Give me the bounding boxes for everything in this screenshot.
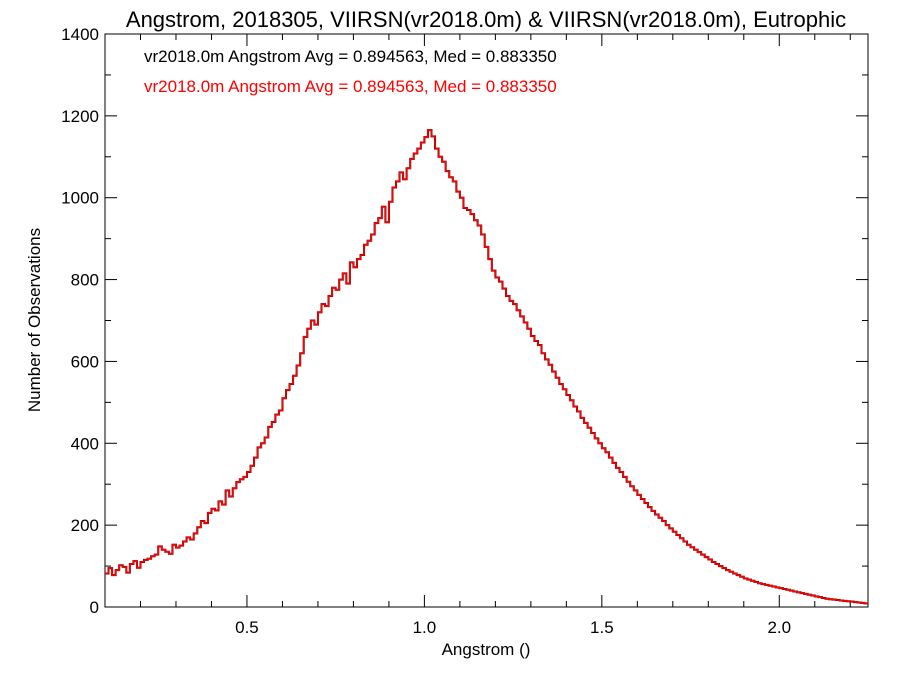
y-tick-label: 1000: [61, 189, 99, 208]
annotation-red: vr2018.0m Angstrom Avg = 0.894563, Med =…: [144, 77, 557, 96]
y-axis-ticks: 0 200 400 600 800 1000 1200 1400: [61, 25, 868, 617]
histogram-line-red: [105, 129, 868, 605]
plot-frame: [104, 33, 869, 608]
y-tick-label: 400: [71, 434, 99, 453]
y-tick-label: 1200: [61, 107, 99, 126]
x-tick-label: 0.5: [235, 618, 259, 637]
chart-title: Angstrom, 2018305, VIIRSN(vr2018.0m) & V…: [126, 7, 846, 32]
y-tick-label: 0: [90, 598, 99, 617]
histogram-line-black: [105, 129, 868, 605]
x-axis-ticks: 0.5 1.0 1.5 2.0: [139, 34, 851, 637]
y-tick-label: 600: [71, 352, 99, 371]
x-tick-label: 2.0: [767, 618, 791, 637]
annotation-black: vr2018.0m Angstrom Avg = 0.894563, Med =…: [144, 47, 557, 66]
x-axis-label: Angstrom (): [442, 640, 531, 659]
histogram-series: [105, 129, 868, 605]
x-tick-label: 1.0: [413, 618, 437, 637]
y-tick-label: 200: [71, 516, 99, 535]
x-tick-label: 1.5: [590, 618, 614, 637]
y-axis-label: Number of Observations: [25, 228, 44, 412]
y-tick-label: 800: [71, 271, 99, 290]
y-tick-label: 1400: [61, 25, 99, 44]
